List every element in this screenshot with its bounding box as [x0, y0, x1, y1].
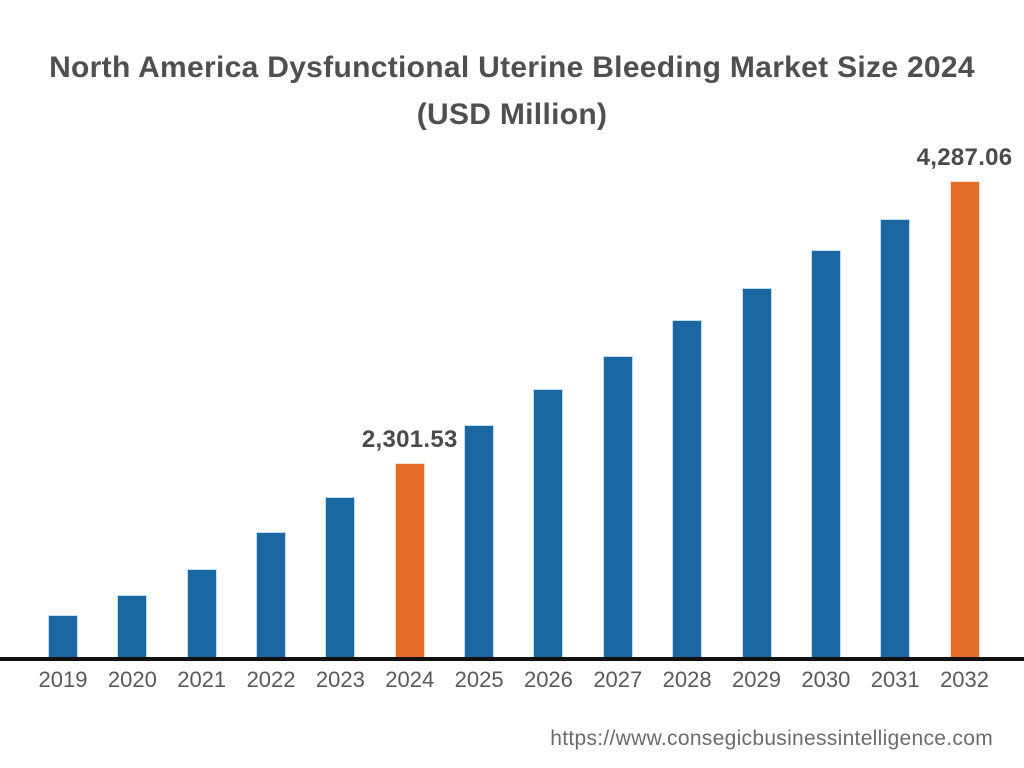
- bar-2020: [117, 595, 148, 657]
- bar-2028: [672, 320, 703, 657]
- x-axis-label-2032: 2032: [940, 667, 990, 692]
- x-axis-label-2027: 2027: [593, 667, 643, 692]
- data-label-2024: 2,301.53: [361, 426, 458, 453]
- x-axis-label-2020: 2020: [107, 667, 157, 692]
- data-label-2032: 4,287.06: [916, 144, 1013, 171]
- bar-2030: [810, 250, 841, 657]
- x-axis-label-2023: 2023: [315, 667, 365, 692]
- bar-2022: [256, 532, 287, 657]
- x-axis-label-2031: 2031: [870, 667, 920, 692]
- x-axis-label-2024: 2024: [385, 667, 435, 692]
- chart-title-line2: (USD Million): [416, 98, 608, 131]
- x-axis-label-2030: 2030: [801, 667, 851, 692]
- x-axis-label-2029: 2029: [732, 667, 781, 692]
- bar-2026: [533, 389, 564, 657]
- bar-2023: [325, 497, 356, 657]
- x-axis-label-2028: 2028: [662, 667, 712, 692]
- bar-2031: [880, 219, 911, 657]
- x-axis: 2019 2020 2021 2022 2023 2024 2025 2026 2027 2028…: [0, 667, 1024, 699]
- bar-2027: [602, 356, 633, 657]
- x-axis-label-2025: 2025: [454, 667, 504, 692]
- plot-area: 2,301.53 4,287.06: [0, 144, 1024, 657]
- x-axis-label-2019: 2019: [38, 667, 88, 692]
- bar-2024: [394, 463, 425, 657]
- bar-2021: [186, 569, 217, 657]
- x-axis-line: [0, 657, 1024, 661]
- x-axis-label-2021: 2021: [177, 667, 227, 692]
- bar-2025: [464, 425, 495, 657]
- bar-2029: [741, 288, 772, 657]
- bar-2019: [48, 615, 78, 657]
- bar-2032: [949, 181, 980, 657]
- chart-title-line1: North America Dysfunctional Uterine Blee…: [49, 51, 975, 84]
- chart-title: North America Dysfunctional Uterine Blee…: [0, 44, 1024, 138]
- x-axis-label-2026: 2026: [523, 667, 573, 692]
- source-url: https://www.consegicbusinessintelligence…: [550, 727, 993, 750]
- x-axis-label-2022: 2022: [246, 667, 296, 692]
